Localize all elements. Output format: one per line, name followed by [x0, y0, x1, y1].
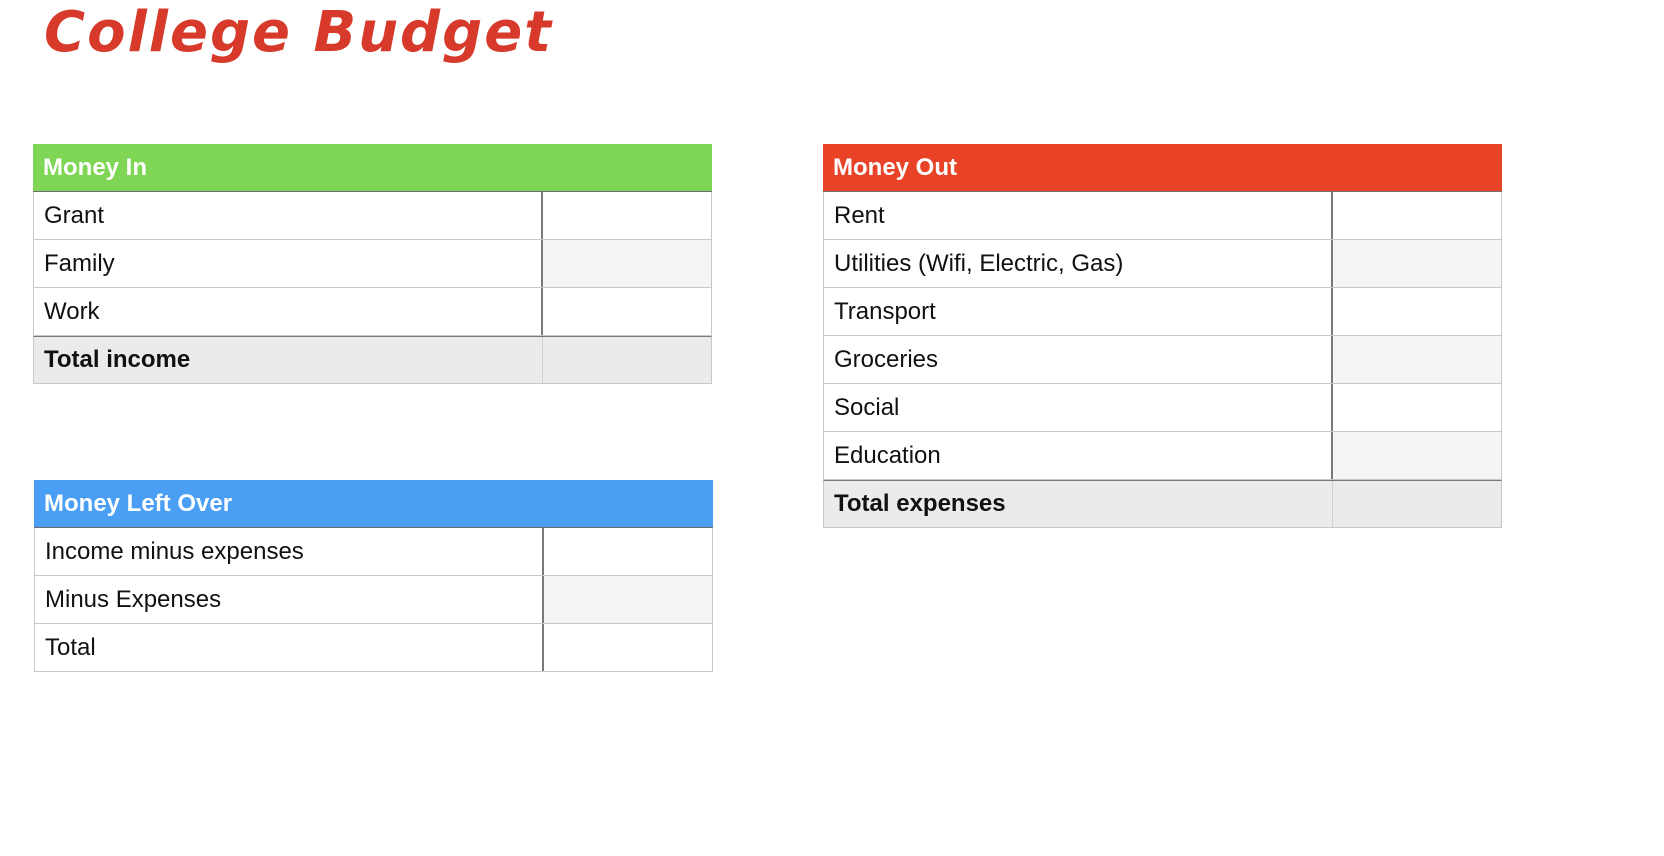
table-row: Rent [823, 192, 1502, 240]
money-in-header[interactable]: Money In [33, 144, 712, 192]
row-value-cell[interactable] [543, 288, 711, 335]
table-row: Income minus expenses [34, 528, 713, 576]
total-income-value[interactable] [543, 337, 711, 383]
row-value-cell[interactable] [544, 576, 712, 623]
row-value-cell[interactable] [543, 240, 711, 287]
row-value-cell[interactable] [1333, 384, 1501, 431]
money-in-table: Money In Grant Family Work Total income [33, 144, 712, 384]
row-label[interactable]: Transport [824, 288, 1333, 335]
row-value-cell[interactable] [1333, 288, 1501, 335]
page-title: College Budget [44, 0, 553, 65]
money-out-table: Money Out Rent Utilities (Wifi, Electric… [823, 144, 1502, 528]
money-out-header[interactable]: Money Out [823, 144, 1502, 192]
row-label[interactable]: Minus Expenses [35, 576, 544, 623]
total-row: Total income [33, 336, 712, 384]
table-row: Education [823, 432, 1502, 480]
table-row: Social [823, 384, 1502, 432]
table-row: Utilities (Wifi, Electric, Gas) [823, 240, 1502, 288]
money-left-over-header[interactable]: Money Left Over [34, 480, 713, 528]
row-label[interactable]: Groceries [824, 336, 1333, 383]
row-label[interactable]: Work [34, 288, 543, 335]
table-row: Grant [33, 192, 712, 240]
table-row: Groceries [823, 336, 1502, 384]
row-value-cell[interactable] [544, 528, 712, 575]
row-label[interactable]: Income minus expenses [35, 528, 544, 575]
row-value-cell[interactable] [1333, 336, 1501, 383]
money-left-over-table: Money Left Over Income minus expenses Mi… [34, 480, 713, 672]
row-label[interactable]: Education [824, 432, 1333, 479]
total-expenses-label[interactable]: Total expenses [824, 481, 1333, 527]
row-value-cell[interactable] [1333, 432, 1501, 479]
total-income-label[interactable]: Total income [34, 337, 543, 383]
total-expenses-value[interactable] [1333, 481, 1501, 527]
row-label[interactable]: Rent [824, 192, 1333, 239]
total-row: Total expenses [823, 480, 1502, 528]
table-row: Transport [823, 288, 1502, 336]
table-row: Minus Expenses [34, 576, 713, 624]
row-value-cell[interactable] [543, 192, 711, 239]
row-label[interactable]: Total [35, 624, 544, 671]
table-row: Total [34, 624, 713, 672]
table-row: Work [33, 288, 712, 336]
table-row: Family [33, 240, 712, 288]
row-label[interactable]: Utilities (Wifi, Electric, Gas) [824, 240, 1333, 287]
row-value-cell[interactable] [544, 624, 712, 671]
row-value-cell[interactable] [1333, 192, 1501, 239]
row-label[interactable]: Family [34, 240, 543, 287]
row-label[interactable]: Grant [34, 192, 543, 239]
row-value-cell[interactable] [1333, 240, 1501, 287]
row-label[interactable]: Social [824, 384, 1333, 431]
